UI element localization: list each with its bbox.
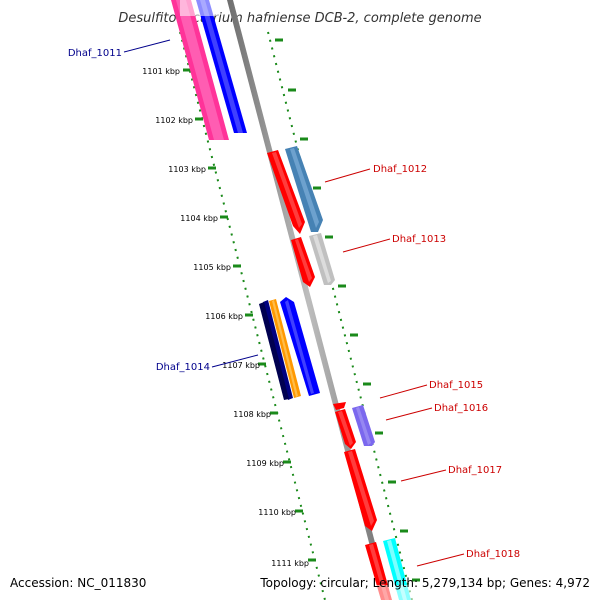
map-title: Desulfitobacterium hafniense DCB-2, comp… <box>118 11 481 26</box>
feature-bar <box>176 0 224 140</box>
inner-dotted-ruler <box>179 31 326 600</box>
ruler-dots <box>179 31 413 600</box>
feature-bar <box>295 239 312 282</box>
kbp-label: 1106 kbp <box>205 312 243 321</box>
feature-bar <box>200 0 243 133</box>
gene-label-dhaf-1016[interactable]: Dhaf_1016 <box>434 403 488 414</box>
kbp-label: 1105 kbp <box>193 263 231 272</box>
label-leaders <box>123 39 465 567</box>
feature-bar <box>356 407 371 445</box>
gene-label-dhaf-1012[interactable]: Dhaf_1012 <box>373 164 427 175</box>
feature-bar <box>290 148 319 228</box>
outer-ruler-ticks <box>275 38 420 582</box>
accession-text: Accession: NC_011830 <box>10 576 146 590</box>
feature-bar <box>272 300 298 397</box>
feature-dhaf-1018[interactable] <box>360 538 420 600</box>
genome-backbone <box>227 0 390 600</box>
kbp-label: 1110 kbp <box>258 508 296 517</box>
feature-bar <box>348 451 374 526</box>
feature-bar <box>313 235 331 283</box>
outer-dotted-ruler <box>267 31 413 600</box>
kbp-label: 1102 kbp <box>155 116 193 125</box>
highlight <box>180 0 220 16</box>
gene-label-dhaf-1011[interactable]: Dhaf_1011 <box>68 48 122 59</box>
kbp-label: 1104 kbp <box>180 214 218 223</box>
gene-labels: Dhaf_1011 Dhaf_1012 Dhaf_1013 Dhaf_1014 … <box>68 48 520 560</box>
kbp-label: 1103 kbp <box>168 165 206 174</box>
gene-label-dhaf-1014[interactable]: Dhaf_1014 <box>156 362 210 373</box>
kbp-label: 1111 kbp <box>271 559 309 568</box>
kbp-label: 1107 kbp <box>222 361 260 370</box>
highlight <box>360 585 420 600</box>
feature-dhaf-1015[interactable] <box>333 402 346 410</box>
topology-text: Topology: circular; Length: 5,279,134 bp… <box>259 576 590 590</box>
feature-dhaf-1014[interactable] <box>259 297 320 400</box>
feature-bar <box>338 411 353 446</box>
feature-bar <box>259 302 289 400</box>
kbp-label: 1101 kbp <box>142 67 180 76</box>
inner-ruler-ticks <box>183 68 316 562</box>
feature-dhaf-1012[interactable] <box>267 146 323 234</box>
kbp-label: 1108 kbp <box>233 410 271 419</box>
gene-label-dhaf-1015[interactable]: Dhaf_1015 <box>429 380 483 391</box>
feature-bar <box>333 402 346 410</box>
kbp-labels: 1101 kbp 1102 kbp 1103 kbp 1104 kbp 1105… <box>142 67 309 568</box>
feature-bar <box>263 300 293 400</box>
gene-label-dhaf-1018[interactable]: Dhaf_1018 <box>466 549 520 560</box>
feature-bar <box>285 300 314 394</box>
gene-label-dhaf-1013[interactable]: Dhaf_1013 <box>392 234 446 245</box>
kbp-label: 1109 kbp <box>246 459 284 468</box>
feature-dhaf-1011[interactable] <box>171 0 247 140</box>
gene-label-dhaf-1017[interactable]: Dhaf_1017 <box>448 465 502 476</box>
feature-dhaf-1013[interactable] <box>291 233 335 287</box>
feature-dhaf-1017[interactable] <box>344 449 377 531</box>
feature-dhaf-1016[interactable] <box>335 405 375 449</box>
feature-bar <box>272 152 302 228</box>
